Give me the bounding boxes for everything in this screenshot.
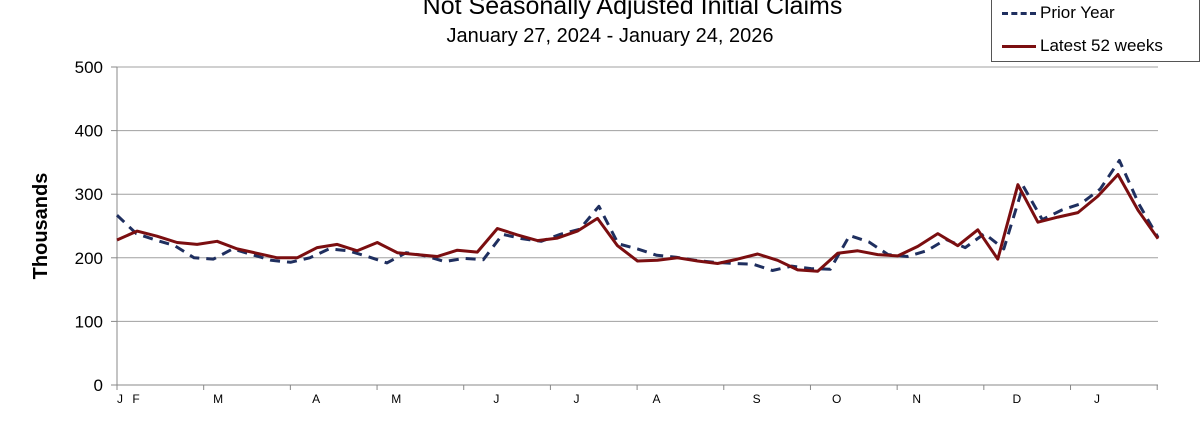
x-tick-label: M xyxy=(213,392,223,406)
series-line-latest-52-weeks xyxy=(116,173,1160,273)
x-tick-label: O xyxy=(832,392,841,406)
legend-label-prior-year: Prior Year xyxy=(1040,3,1115,22)
x-tick-label: A xyxy=(653,392,661,406)
legend: Prior Year Latest 52 weeks xyxy=(991,0,1200,62)
y-axis-label: Thousands xyxy=(30,173,52,280)
x-tick-label: D xyxy=(1013,392,1022,406)
y-tick-label: 100 xyxy=(75,312,103,331)
y-tick-label: 400 xyxy=(75,122,103,141)
x-tick-label: N xyxy=(912,392,921,406)
x-tick-label: J xyxy=(493,392,499,406)
x-tick-label: J xyxy=(117,392,123,406)
y-tick-label: 300 xyxy=(75,185,103,204)
legend-label-latest: Latest 52 weeks xyxy=(1040,36,1163,55)
chart-title: Not Seasonally Adjusted Initial Claims xyxy=(422,0,843,20)
legend-swatch-prior-year xyxy=(1002,12,1036,15)
y-tick-label: 0 xyxy=(94,376,103,395)
x-tick-label: J xyxy=(1094,392,1100,406)
x-tick-label: F xyxy=(132,392,139,406)
chart-subtitle: January 27, 2024 - January 24, 2026 xyxy=(446,25,774,47)
y-tick-label: 500 xyxy=(75,58,103,77)
y-tick-label: 200 xyxy=(75,249,103,268)
legend-swatch-latest xyxy=(1002,45,1036,48)
x-tick-label: M xyxy=(391,392,401,406)
x-tick-label: A xyxy=(312,392,320,406)
x-tick-label: S xyxy=(753,392,761,406)
x-tick-label: J xyxy=(573,392,579,406)
series-line-prior-year xyxy=(115,159,1160,272)
